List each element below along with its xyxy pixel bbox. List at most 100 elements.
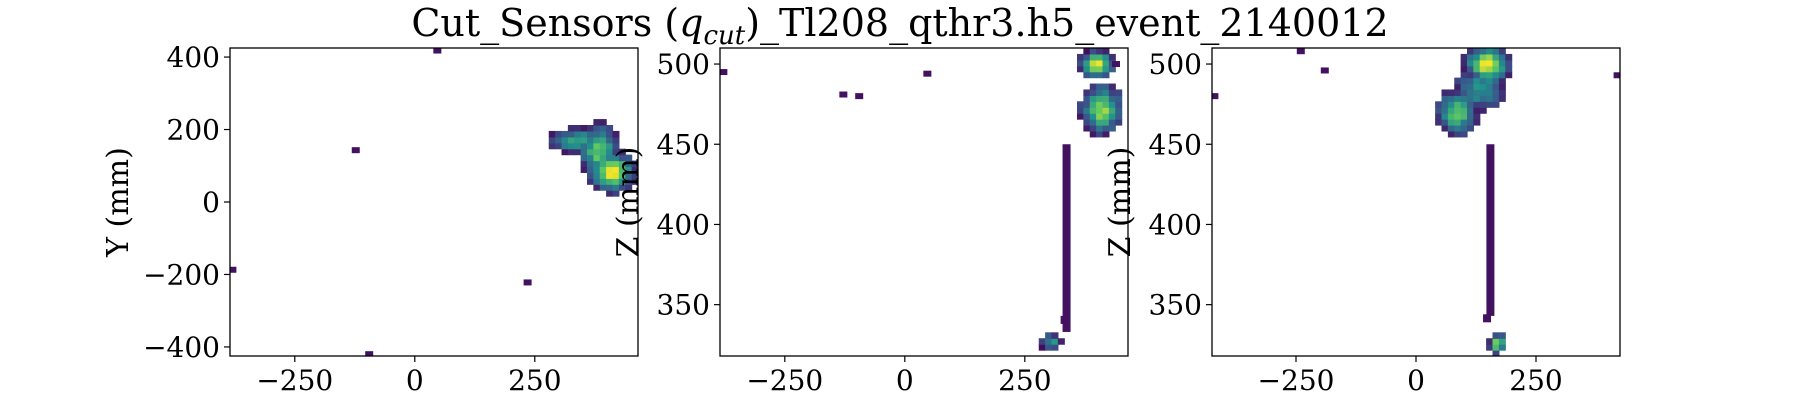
heatmap-cell xyxy=(1479,48,1487,55)
heatmap-cell xyxy=(1498,344,1506,351)
heatmap-cell xyxy=(567,142,575,150)
heatmap-cell xyxy=(1467,48,1474,55)
heatmap-cell xyxy=(1051,344,1059,351)
heatmap-cell xyxy=(1447,125,1455,132)
heatmap-cell xyxy=(1441,119,1449,126)
heatmap-cell xyxy=(1102,53,1110,61)
heatmap-cell xyxy=(1083,65,1091,73)
y-tick-label: 200 xyxy=(167,114,220,147)
heatmap-cell xyxy=(1096,101,1104,108)
heatmap-cell xyxy=(1108,53,1116,61)
heatmap-cell xyxy=(1102,113,1110,120)
heatmap-cell xyxy=(548,136,556,144)
heatmap-cell xyxy=(1045,344,1053,351)
heatmap-cell xyxy=(1077,65,1084,73)
hit-point xyxy=(1613,72,1620,79)
heatmap-cell xyxy=(1486,65,1494,73)
heatmap-cell xyxy=(1492,338,1500,345)
heatmap-cell xyxy=(625,160,633,168)
heatmap-cell xyxy=(1089,95,1097,102)
heatmap-cell xyxy=(1077,59,1084,67)
heatmap-cell xyxy=(1498,77,1506,85)
heatmap-cell xyxy=(599,178,607,185)
x-tick-label: −250 xyxy=(256,364,333,397)
heatmap-cell xyxy=(574,130,582,138)
heatmap-cell xyxy=(618,166,626,173)
heatmap-cell xyxy=(599,172,607,179)
heatmap-cell xyxy=(606,136,614,144)
heatmap-cell xyxy=(1492,59,1500,67)
heatmap-cell xyxy=(1492,344,1500,351)
heatmap-cell xyxy=(1096,125,1104,132)
heatmap-cell xyxy=(1454,89,1462,96)
heatmap-cell xyxy=(599,148,607,156)
heatmap-cell xyxy=(1492,77,1500,85)
heatmap-cell xyxy=(1467,125,1474,132)
heatmap-cell xyxy=(555,130,563,138)
y-tick-label: 400 xyxy=(657,208,710,241)
heatmap-cell xyxy=(1083,95,1091,102)
y-tick-label: 0 xyxy=(202,186,220,219)
heatmap-cell xyxy=(631,178,638,185)
heatmap-cell xyxy=(618,172,626,179)
heatmap-cell xyxy=(1460,71,1468,79)
heatmap-cell xyxy=(1486,338,1494,345)
y-tick-label: 350 xyxy=(657,289,710,322)
heatmap-cell xyxy=(1096,130,1104,138)
heatmap-cell xyxy=(1492,101,1500,108)
heatmap-cell xyxy=(580,130,588,138)
heatmap-cell xyxy=(612,190,620,197)
heatmap-cell xyxy=(580,160,588,168)
heatmap-cell xyxy=(1441,113,1449,120)
heatmap-cell xyxy=(1102,65,1110,73)
heatmap-cell xyxy=(1498,89,1506,96)
heatmap-cell xyxy=(1038,338,1046,345)
heatmap-cell xyxy=(1486,344,1494,351)
heatmap-cell xyxy=(1486,71,1494,79)
heatmap-cell xyxy=(1479,101,1487,108)
y-tick-label: −200 xyxy=(143,258,220,291)
heatmap-cell xyxy=(1486,59,1494,67)
heatmap-cell xyxy=(1473,107,1481,114)
y-axis-label: Y (mm) xyxy=(101,147,136,258)
y-axis-label: Z (mm) xyxy=(611,147,646,258)
track-segment xyxy=(1062,144,1071,332)
heatmap-cell xyxy=(1096,48,1104,55)
heatmap-cell xyxy=(1492,350,1500,356)
y-tick-label: 400 xyxy=(1149,208,1202,241)
heatmap-cell xyxy=(1102,83,1110,91)
heatmap-cell xyxy=(1454,113,1462,120)
hit-point xyxy=(839,91,848,98)
heatmap-cell xyxy=(1435,101,1443,108)
track-segment xyxy=(1486,144,1495,316)
heatmap-cell xyxy=(1492,95,1500,102)
heatmap-cell xyxy=(606,125,614,132)
heatmap-cell xyxy=(631,160,638,168)
heatmap-cell xyxy=(593,172,601,179)
heatmap-cell xyxy=(1498,59,1506,67)
heatmap-cell xyxy=(599,130,607,138)
heatmap-cell xyxy=(1447,101,1455,108)
hit-point xyxy=(923,70,932,77)
hit-point xyxy=(1112,61,1120,68)
heatmap-cell xyxy=(1467,89,1474,96)
heatmap-cell xyxy=(580,136,588,144)
heatmap-cell xyxy=(1089,113,1097,120)
heatmap-cell xyxy=(1498,53,1506,61)
heatmap-cell xyxy=(606,172,614,179)
heatmap-cell xyxy=(1467,107,1474,114)
heatmap-cell xyxy=(593,166,601,173)
heatmap-cell xyxy=(1102,71,1110,79)
heatmap-cell xyxy=(1115,119,1123,126)
heatmap-cell xyxy=(1479,59,1487,67)
y-tick-label: 400 xyxy=(167,41,220,74)
heatmap-cell xyxy=(1083,48,1091,55)
heatmap-cell xyxy=(599,154,607,162)
heatmap-cell xyxy=(1498,95,1506,102)
heatmap-cell xyxy=(1096,59,1104,67)
heatmap-cell xyxy=(593,125,601,132)
heatmap-cell xyxy=(1447,95,1455,102)
heatmap-cell xyxy=(625,166,633,173)
hit-point xyxy=(433,48,442,54)
